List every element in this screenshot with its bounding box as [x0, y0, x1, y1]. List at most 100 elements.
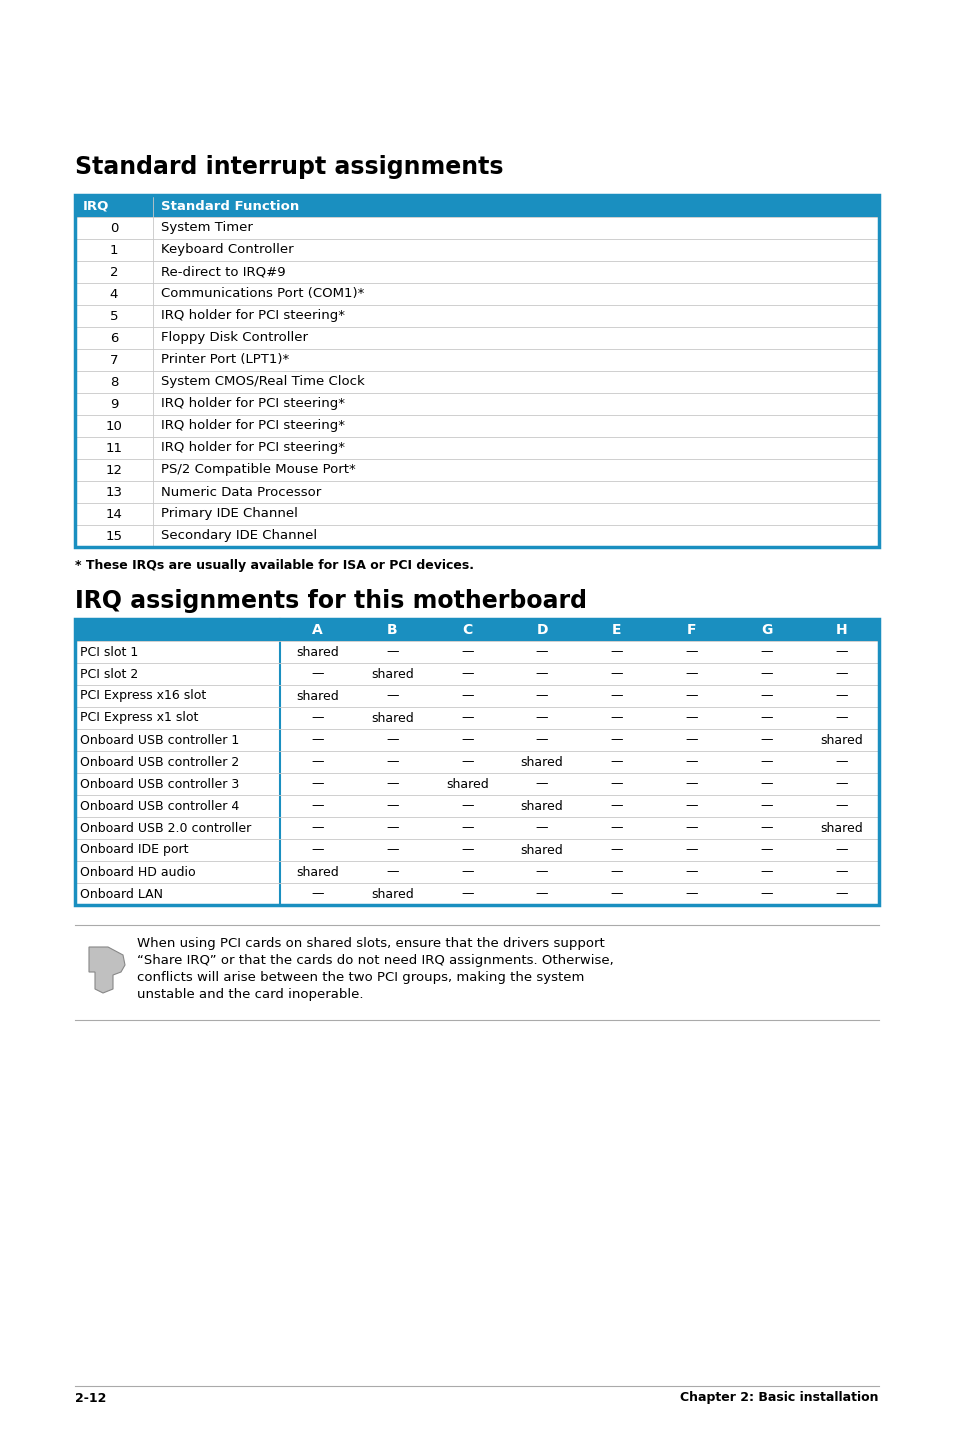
Text: PCI slot 2: PCI slot 2 [80, 667, 138, 680]
Text: —: — [386, 866, 398, 879]
Text: Onboard IDE port: Onboard IDE port [80, 844, 189, 857]
Text: —: — [610, 755, 622, 768]
FancyBboxPatch shape [75, 838, 878, 861]
Text: —: — [386, 844, 398, 857]
Text: —: — [685, 689, 698, 703]
Text: Onboard LAN: Onboard LAN [80, 887, 163, 900]
Text: —: — [610, 821, 622, 834]
Text: 13: 13 [106, 486, 122, 499]
Text: D: D [536, 623, 547, 637]
Text: —: — [760, 689, 772, 703]
Text: —: — [460, 733, 473, 746]
Text: IRQ: IRQ [83, 200, 110, 213]
Text: —: — [835, 689, 847, 703]
Text: —: — [536, 712, 548, 725]
Text: —: — [536, 821, 548, 834]
Text: —: — [460, 821, 473, 834]
FancyBboxPatch shape [75, 641, 878, 663]
Text: shared: shared [820, 733, 862, 746]
Text: 11: 11 [106, 441, 122, 454]
FancyBboxPatch shape [75, 262, 878, 283]
Text: —: — [536, 689, 548, 703]
Text: —: — [386, 778, 398, 791]
Text: 7: 7 [110, 354, 118, 367]
Text: —: — [610, 733, 622, 746]
Text: Standard Function: Standard Function [161, 200, 299, 213]
FancyBboxPatch shape [75, 416, 878, 437]
FancyBboxPatch shape [75, 196, 878, 217]
Text: —: — [685, 755, 698, 768]
Text: Re-direct to IRQ#9: Re-direct to IRQ#9 [161, 266, 285, 279]
FancyBboxPatch shape [75, 663, 878, 684]
Text: —: — [460, 689, 473, 703]
Text: —: — [835, 667, 847, 680]
Text: Primary IDE Channel: Primary IDE Channel [161, 508, 297, 521]
Text: —: — [460, 844, 473, 857]
FancyBboxPatch shape [75, 326, 878, 349]
FancyBboxPatch shape [75, 459, 878, 480]
Text: Onboard USB controller 4: Onboard USB controller 4 [80, 800, 239, 812]
Text: —: — [760, 712, 772, 725]
Text: 8: 8 [110, 375, 118, 388]
Text: —: — [760, 646, 772, 659]
FancyBboxPatch shape [75, 239, 878, 262]
Text: —: — [835, 755, 847, 768]
Text: shared: shared [295, 866, 338, 879]
Text: 9: 9 [110, 397, 118, 410]
Text: —: — [386, 646, 398, 659]
Text: —: — [536, 887, 548, 900]
Text: 15: 15 [106, 529, 122, 542]
Text: —: — [536, 866, 548, 879]
Text: —: — [386, 755, 398, 768]
Text: —: — [311, 887, 323, 900]
Text: Onboard USB 2.0 controller: Onboard USB 2.0 controller [80, 821, 251, 834]
Text: —: — [386, 821, 398, 834]
Text: 2-12: 2-12 [75, 1392, 107, 1405]
FancyBboxPatch shape [75, 393, 878, 416]
Text: 1: 1 [110, 243, 118, 256]
Text: Secondary IDE Channel: Secondary IDE Channel [161, 529, 316, 542]
Text: —: — [311, 667, 323, 680]
Text: * These IRQs are usually available for ISA or PCI devices.: * These IRQs are usually available for I… [75, 559, 474, 572]
Text: shared: shared [445, 778, 488, 791]
Text: shared: shared [371, 712, 414, 725]
Text: —: — [685, 778, 698, 791]
Text: —: — [760, 778, 772, 791]
Text: 12: 12 [106, 463, 122, 476]
Text: shared: shared [295, 646, 338, 659]
FancyBboxPatch shape [75, 618, 878, 641]
Text: —: — [386, 689, 398, 703]
Text: —: — [760, 755, 772, 768]
Text: —: — [311, 778, 323, 791]
Text: System Timer: System Timer [161, 221, 253, 234]
FancyBboxPatch shape [75, 883, 878, 905]
Text: —: — [610, 689, 622, 703]
FancyBboxPatch shape [75, 729, 878, 751]
Text: C: C [461, 623, 472, 637]
FancyBboxPatch shape [75, 817, 878, 838]
Text: —: — [311, 821, 323, 834]
Text: —: — [760, 800, 772, 812]
Text: shared: shared [371, 887, 414, 900]
Text: —: — [760, 667, 772, 680]
Text: 10: 10 [106, 420, 122, 433]
Text: —: — [835, 887, 847, 900]
Text: shared: shared [295, 689, 338, 703]
Text: shared: shared [520, 800, 563, 812]
Text: —: — [685, 887, 698, 900]
Text: —: — [311, 800, 323, 812]
Text: shared: shared [820, 821, 862, 834]
Text: —: — [536, 778, 548, 791]
Text: —: — [610, 646, 622, 659]
Text: —: — [760, 821, 772, 834]
Text: —: — [536, 733, 548, 746]
Text: Onboard USB controller 3: Onboard USB controller 3 [80, 778, 239, 791]
Text: —: — [685, 733, 698, 746]
Text: IRQ holder for PCI steering*: IRQ holder for PCI steering* [161, 441, 345, 454]
Text: Communications Port (COM1)*: Communications Port (COM1)* [161, 288, 364, 301]
Text: Chapter 2: Basic installation: Chapter 2: Basic installation [679, 1392, 878, 1405]
Text: shared: shared [371, 667, 414, 680]
FancyBboxPatch shape [75, 305, 878, 326]
Text: —: — [536, 646, 548, 659]
Text: “Share IRQ” or that the cards do not need IRQ assignments. Otherwise,: “Share IRQ” or that the cards do not nee… [137, 953, 613, 966]
